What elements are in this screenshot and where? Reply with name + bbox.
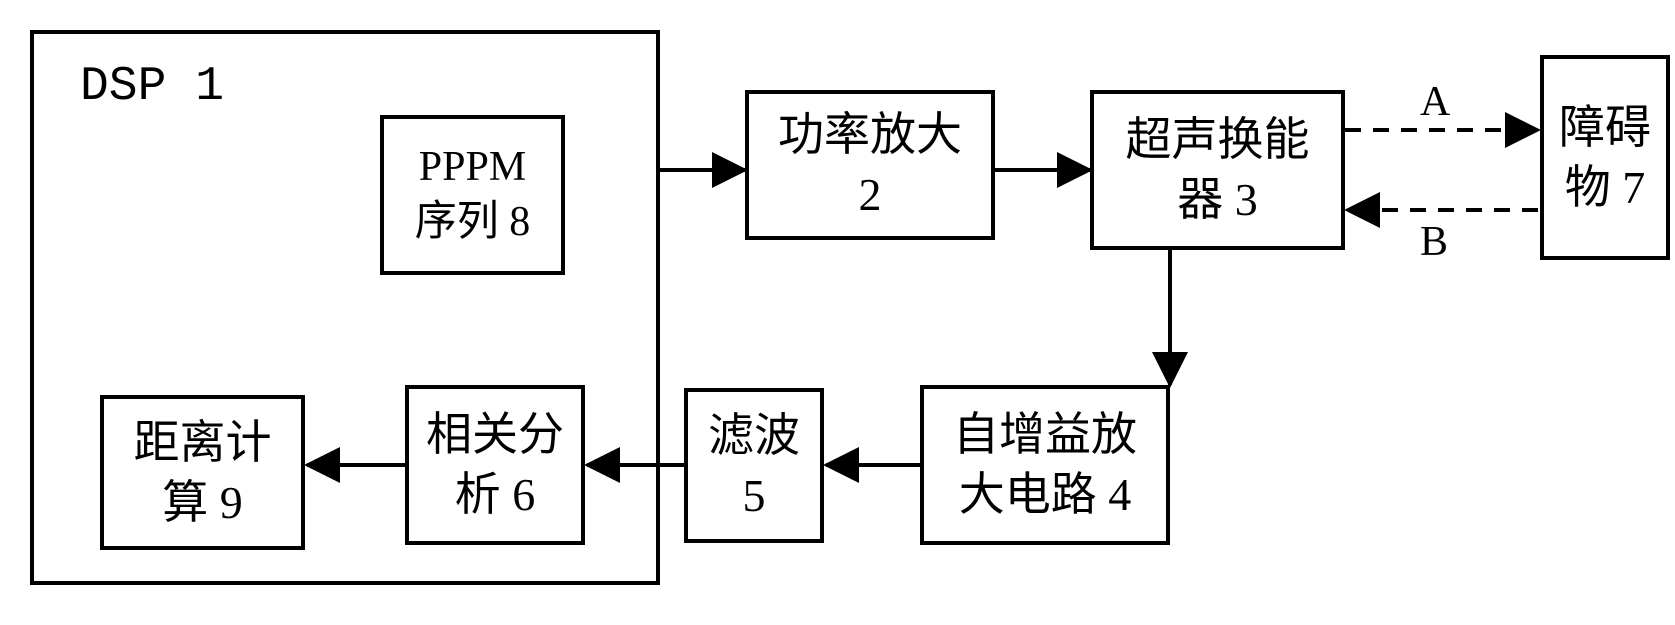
dsp-label: DSP 1 <box>80 60 224 114</box>
edge-label-a: A <box>1420 78 1450 126</box>
node-label: 自增益放 <box>953 405 1137 465</box>
node-label: 障碍 <box>1559 98 1651 158</box>
node-label: 大电路 4 <box>959 465 1132 525</box>
node-label: 超声换能 <box>1126 110 1310 170</box>
node-pppm-sequence: PPPM 序列 8 <box>380 115 565 275</box>
dsp-label-text: DSP 1 <box>80 60 224 114</box>
node-obstacle: 障碍 物 7 <box>1540 55 1670 260</box>
node-label: 5 <box>743 466 766 526</box>
node-label: 功率放大 <box>778 105 962 165</box>
node-label: 2 <box>859 165 882 225</box>
node-label: 器 3 <box>1177 170 1258 230</box>
node-filter: 滤波 5 <box>684 388 824 543</box>
node-label: 序列 8 <box>415 195 531 250</box>
node-label: 相关分 <box>426 405 564 465</box>
edge-label-text: B <box>1420 219 1448 265</box>
node-label: 滤波 <box>708 406 800 466</box>
edge-label-b: B <box>1420 218 1448 266</box>
node-label: 物 7 <box>1565 158 1646 218</box>
node-label: 算 9 <box>162 473 243 533</box>
node-power-amplifier: 功率放大 2 <box>745 90 995 240</box>
node-correlation-analysis: 相关分 析 6 <box>405 385 585 545</box>
node-ultrasonic-transducer: 超声换能 器 3 <box>1090 90 1345 250</box>
node-label: 距离计 <box>134 413 272 473</box>
node-label: 析 6 <box>455 465 536 525</box>
node-distance-calc: 距离计 算 9 <box>100 395 305 550</box>
node-agc-amplifier: 自增益放 大电路 4 <box>920 385 1170 545</box>
node-label: PPPM <box>419 140 526 195</box>
edge-label-text: A <box>1420 79 1450 125</box>
